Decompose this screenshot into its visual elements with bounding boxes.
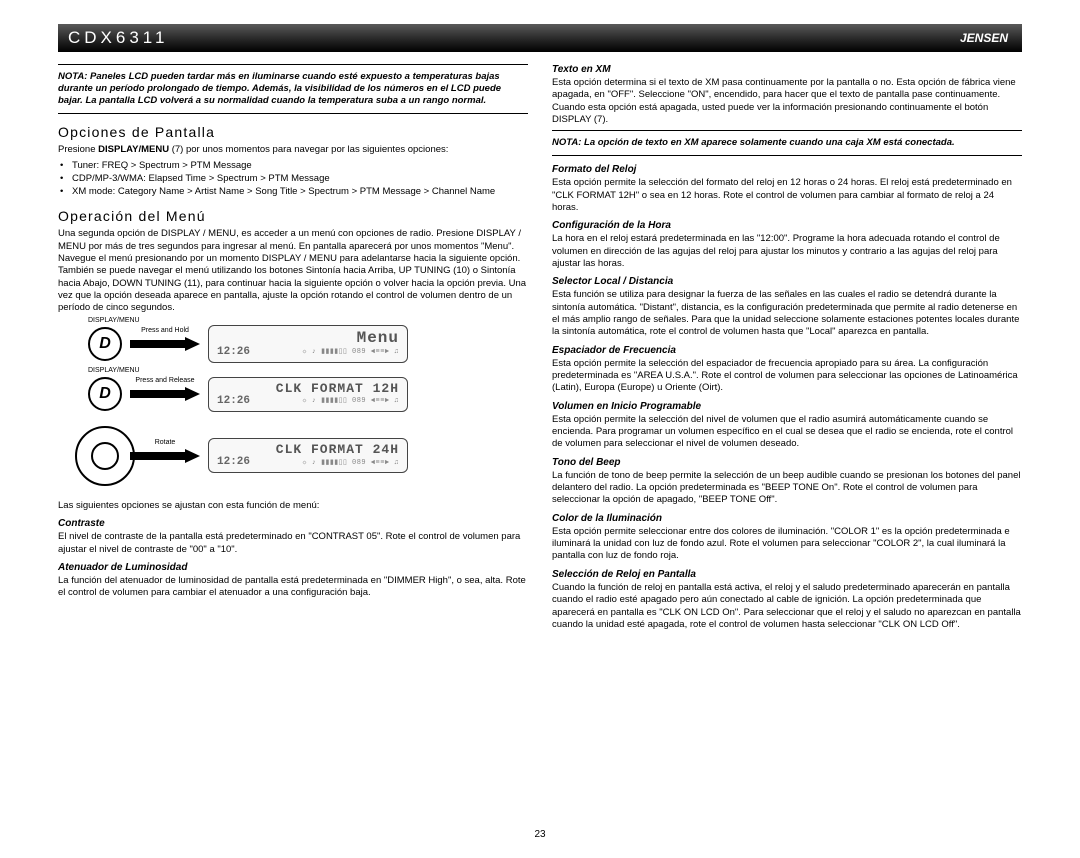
arrow-label: Press and Release	[135, 377, 194, 384]
lcd-main-text: CLK FORMAT 24H	[217, 443, 399, 456]
header-bar: CDX6311 JENSEN	[58, 24, 1022, 52]
clock-format-text: Esta opción permite la selección del for…	[552, 177, 1022, 214]
xm-text-heading: Texto en XM	[552, 64, 1022, 75]
local-dist-heading: Selector Local / Distancia	[552, 276, 1022, 287]
lcd-note: NOTA: Paneles LCD pueden tardar más en i…	[58, 69, 528, 109]
after-diagram-text: Las siguientes opciones se ajustan con e…	[58, 500, 528, 512]
arrow-icon	[130, 337, 200, 351]
beep-tone-text: La función de tono de beep permite la se…	[552, 470, 1022, 507]
contrast-text: El nivel de contraste de la pantalla est…	[58, 531, 528, 556]
page-number: 23	[534, 829, 545, 840]
lcd-time: 12:26	[217, 456, 250, 468]
lcd-screen: CLK FORMAT 12H 12:26 ☼ ♪ ▮▮▮▮▯▯ 089 ◄≡≡►…	[208, 377, 408, 412]
freq-spacing-text: Esta opción permite la selección del esp…	[552, 358, 1022, 395]
right-column: Texto en XM Esta opción determina si el …	[552, 64, 1022, 635]
lcd-time: 12:26	[217, 395, 250, 407]
lcd-screen: CLK FORMAT 24H 12:26 ☼ ♪ ▮▮▮▮▯▯ 089 ◄≡≡►…	[208, 438, 408, 473]
illum-color-heading: Color de la Iluminación	[552, 513, 1022, 524]
volume-knob-icon	[75, 426, 135, 486]
display-options-heading: Opciones de Pantalla	[58, 124, 528, 140]
lcd-status-icons: ☼ ♪ ▮▮▮▮▯▯ 089 ◄≡≡► ♫	[302, 458, 399, 467]
freq-spacing-heading: Espaciador de Frecuencia	[552, 345, 1022, 356]
diagram-row-2: DISPLAY/MENU D Press and Release CLK FOR…	[88, 377, 528, 412]
display-menu-button-icon: D	[88, 377, 122, 411]
diagram-row-1: DISPLAY/MENU D Press and Hold Menu 12:26…	[88, 325, 528, 363]
content-area: NOTA: Paneles LCD pueden tardar más en i…	[0, 52, 1080, 635]
arrow-icon	[130, 449, 200, 463]
lcd-time: 12:26	[217, 346, 250, 358]
brand-logo: JENSEN	[960, 31, 1008, 45]
arrow-label: Rotate	[155, 439, 176, 446]
knob-label: DISPLAY/MENU	[88, 317, 140, 324]
local-dist-text: Esta función se utiliza para designar la…	[552, 289, 1022, 338]
list-item: Tuner: FREQ > Spectrum > PTM Message	[72, 160, 528, 173]
menu-diagram: DISPLAY/MENU D Press and Hold Menu 12:26…	[88, 325, 528, 486]
left-column: NOTA: Paneles LCD pueden tardar más en i…	[58, 64, 528, 635]
beep-tone-heading: Tono del Beep	[552, 457, 1022, 468]
display-options-list: Tuner: FREQ > Spectrum > PTM Message CDP…	[58, 160, 528, 198]
lcd-main-text: Menu	[217, 330, 399, 346]
lcd-clock-text: Cuando la función de reloj en pantalla e…	[552, 582, 1022, 631]
menu-operation-text: Una segunda opción de DISPLAY / MENU, es…	[58, 228, 528, 314]
time-config-heading: Configuración de la Hora	[552, 220, 1022, 231]
list-item: CDP/MP-3/WMA: Elapsed Time > Spectrum > …	[72, 173, 528, 186]
dimmer-text: La función del atenuador de luminosidad …	[58, 575, 528, 600]
lcd-status-icons: ☼ ♪ ▮▮▮▮▯▯ 089 ◄≡≡► ♫	[302, 347, 399, 356]
display-menu-button-icon: D	[88, 327, 122, 361]
xm-text-body: Esta opción determina si el texto de XM …	[552, 77, 1022, 126]
prog-volume-heading: Volumen en Inicio Programable	[552, 401, 1022, 412]
knob-label: DISPLAY/MENU	[88, 367, 140, 374]
lcd-screen: Menu 12:26 ☼ ♪ ▮▮▮▮▯▯ 089 ◄≡≡► ♫	[208, 325, 408, 363]
arrow-icon	[130, 387, 200, 401]
dimmer-heading: Atenuador de Luminosidad	[58, 562, 528, 573]
diagram-row-3: Rotate CLK FORMAT 24H 12:26 ☼ ♪ ▮▮▮▮▯▯ 0…	[88, 426, 528, 486]
display-options-intro: Presione DISPLAY/MENU (7) por unos momen…	[58, 144, 528, 156]
illum-color-text: Esta opción permite seleccionar entre do…	[552, 526, 1022, 563]
lcd-clock-heading: Selección de Reloj en Pantalla	[552, 569, 1022, 580]
xm-note: NOTA: La opción de texto en XM aparece s…	[552, 135, 1022, 151]
list-item: XM mode: Category Name > Artist Name > S…	[72, 186, 528, 199]
lcd-main-text: CLK FORMAT 12H	[217, 382, 399, 395]
arrow-label: Press and Hold	[141, 327, 189, 334]
model-number: CDX6311	[68, 28, 168, 48]
contrast-heading: Contraste	[58, 518, 528, 529]
menu-operation-heading: Operación del Menú	[58, 208, 528, 224]
clock-format-heading: Formato del Reloj	[552, 164, 1022, 175]
time-config-text: La hora en el reloj estará predeterminad…	[552, 233, 1022, 270]
lcd-status-icons: ☼ ♪ ▮▮▮▮▯▯ 089 ◄≡≡► ♫	[302, 396, 399, 405]
prog-volume-text: Esta opción permite la selección del niv…	[552, 414, 1022, 451]
